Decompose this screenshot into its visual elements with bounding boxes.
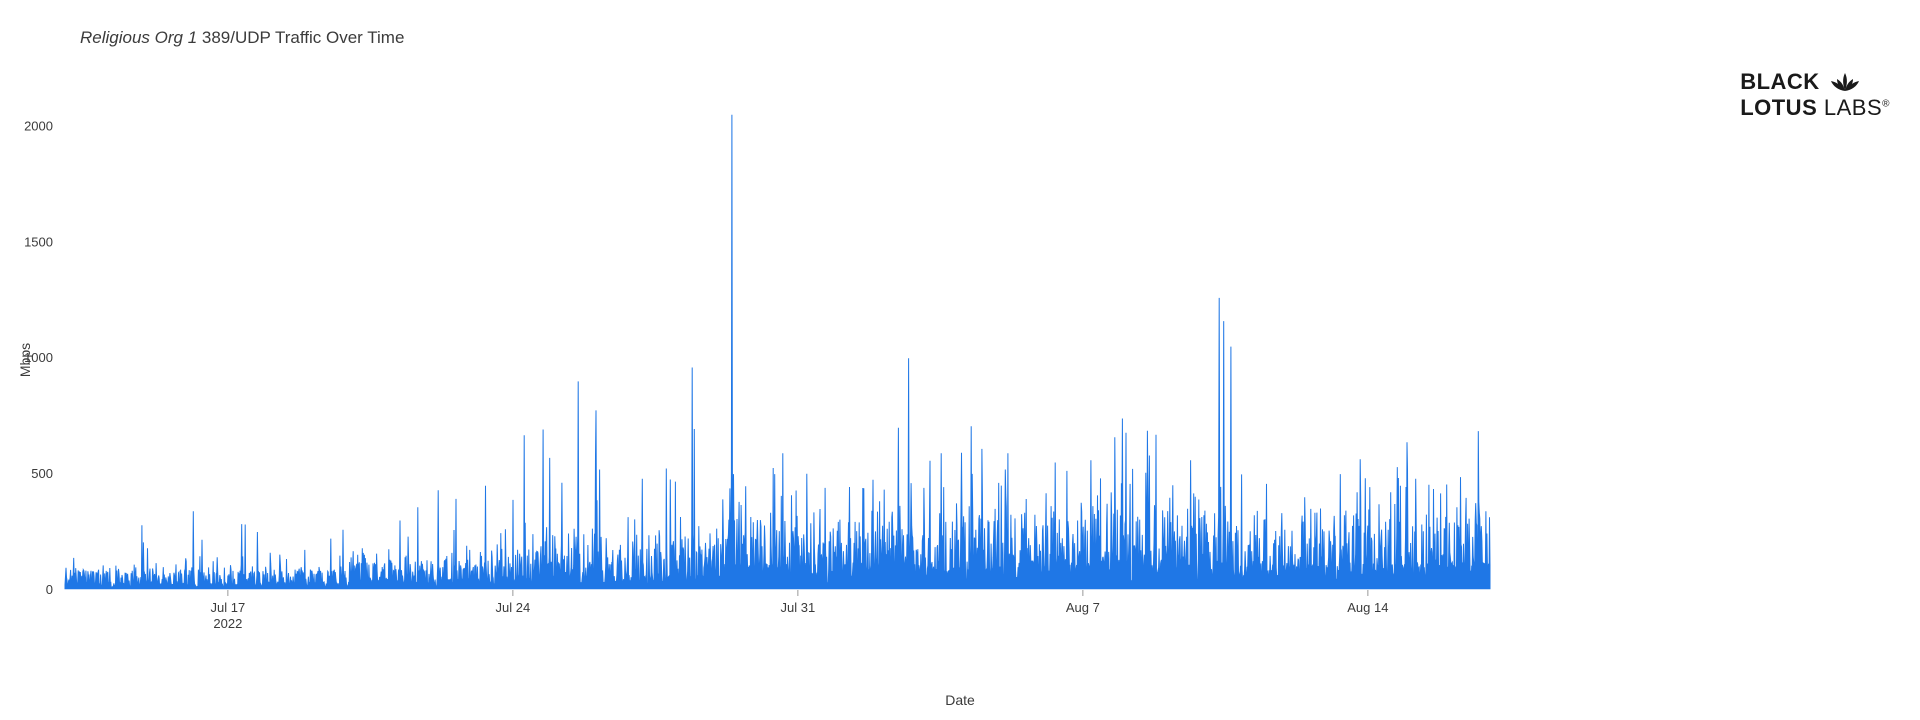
svg-text:1500: 1500 [24, 234, 53, 249]
y-ticks: 0 500 1000 1500 2000 [24, 118, 53, 597]
svg-text:1000: 1000 [24, 350, 53, 365]
svg-text:Aug 7: Aug 7 [1066, 600, 1100, 615]
svg-text:0: 0 [46, 582, 53, 597]
svg-text:2022: 2022 [213, 616, 242, 631]
svg-text:2000: 2000 [24, 118, 53, 133]
svg-text:Jul 17: Jul 17 [211, 600, 246, 615]
svg-text:Jul 24: Jul 24 [496, 600, 531, 615]
traffic-series [65, 115, 1490, 590]
traffic-chart: Religious Org 1 389/UDP Traffic Over Tim… [0, 0, 1920, 720]
svg-text:500: 500 [31, 466, 53, 481]
svg-text:Aug 14: Aug 14 [1347, 600, 1388, 615]
svg-text:Jul 31: Jul 31 [781, 600, 816, 615]
x-ticks: Jul 172022 Jul 24 Jul 31 Aug 7 Aug 14 [211, 590, 1389, 631]
plot-svg: 0 500 1000 1500 2000 Jul 172022 Jul 24 Jul 31 A… [0, 0, 1920, 720]
